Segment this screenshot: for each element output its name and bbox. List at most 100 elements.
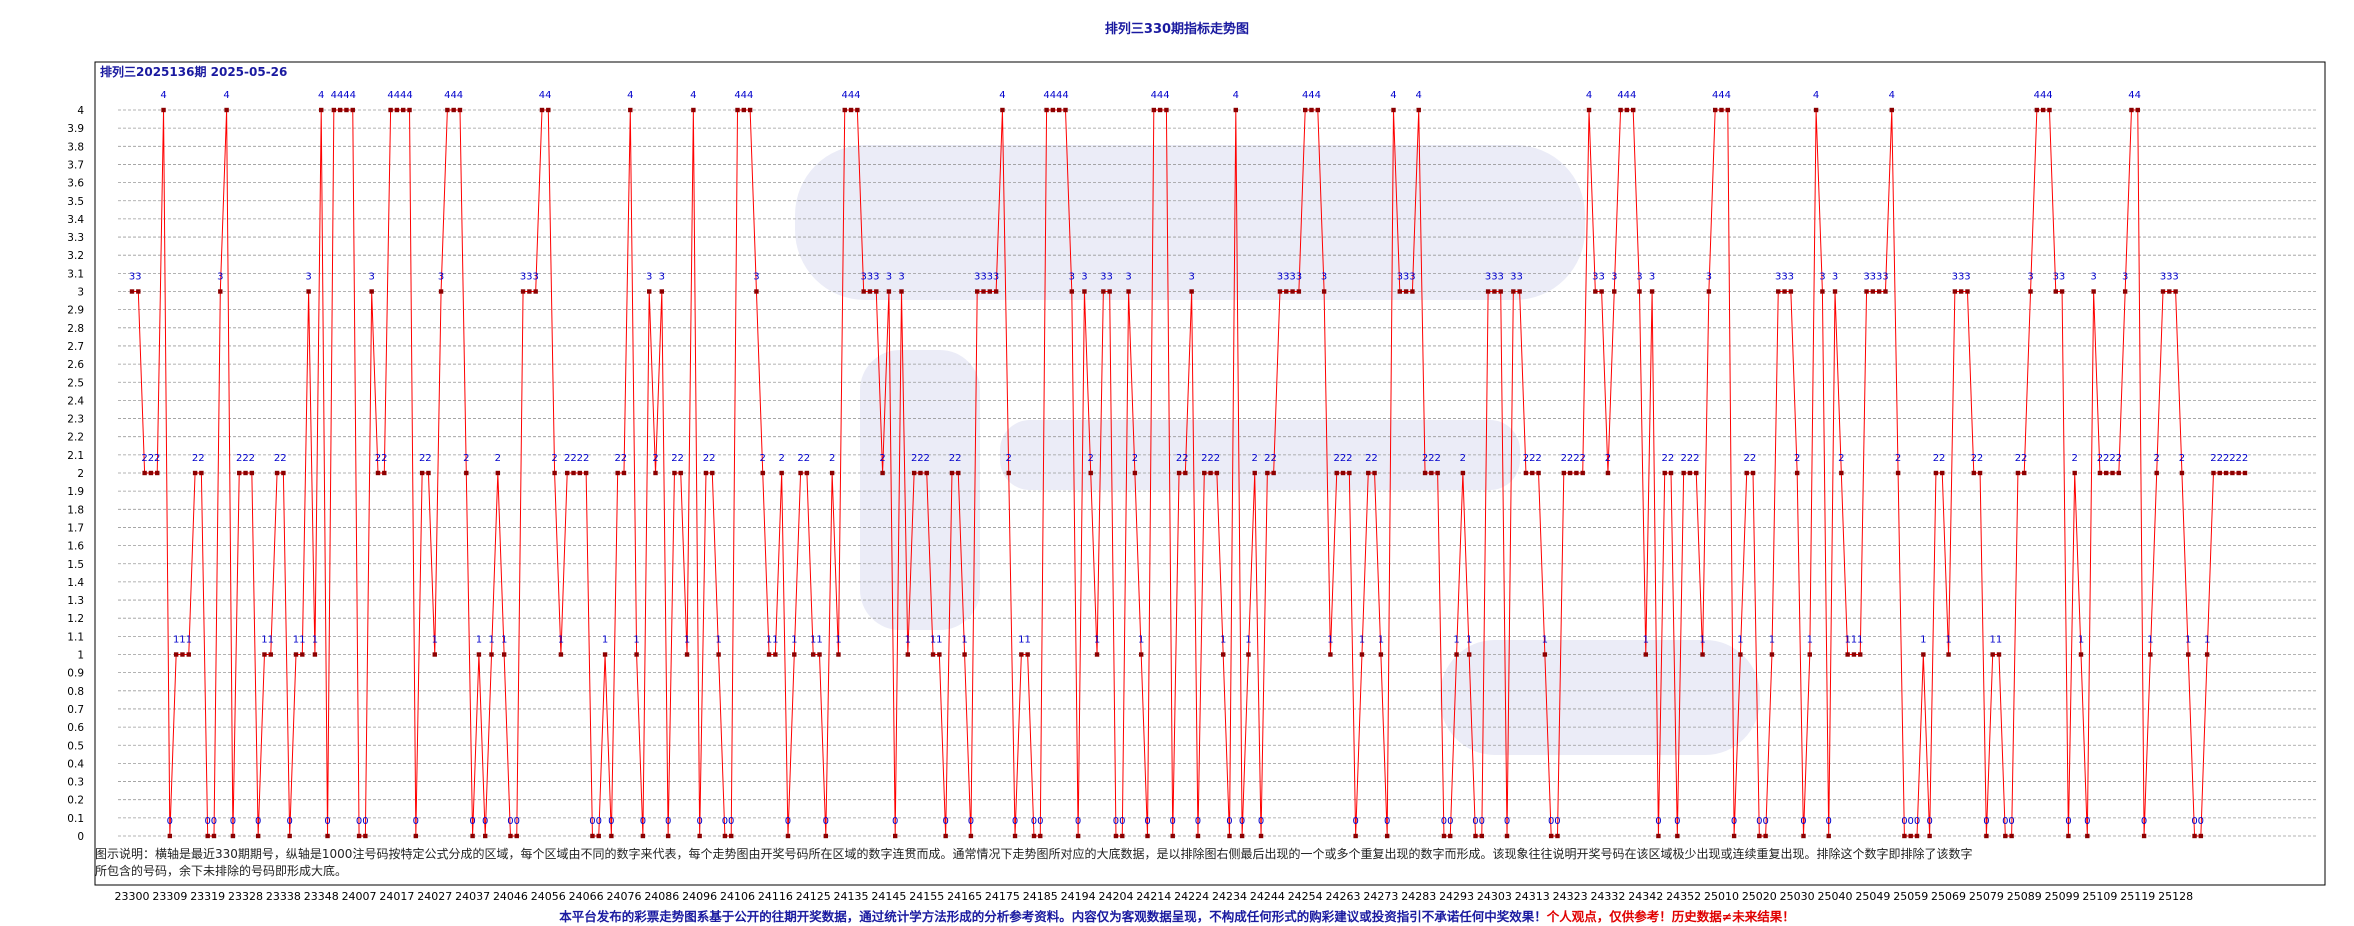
data-label: 2 <box>1270 453 1276 464</box>
y-tick-label: 2.7 <box>67 341 84 353</box>
data-point <box>1530 470 1535 476</box>
data-point <box>640 833 646 839</box>
data-point <box>2129 107 2134 113</box>
data-label: 1 <box>816 635 822 646</box>
data-point <box>407 107 412 113</box>
y-tick-label: 1.7 <box>67 522 84 534</box>
data-label: 2 <box>280 453 286 464</box>
data-point <box>325 833 330 839</box>
disclaimer-blue: 本平台发布的彩票走势图系基于公开的往期开奖数据，通过统计学方法形成的分析参考资料… <box>559 909 1547 924</box>
data-label: 0 <box>1901 816 1907 827</box>
y-tick-label: 2.8 <box>67 323 84 335</box>
y-tick-label: 2.3 <box>67 414 84 426</box>
data-label: 1 <box>293 635 299 646</box>
y-axis: 0 0.1 0.2 0.3 0.4 0.5 0.6 0.7 0.8 0.9 1 1.1 1.2 1.3 1.… <box>67 105 84 843</box>
data-point <box>464 470 469 476</box>
data-label: 0 <box>1037 816 1043 827</box>
data-point <box>1031 833 1037 839</box>
data-point <box>2003 833 2008 839</box>
data-point <box>1019 652 1024 657</box>
data-label: 2 <box>274 453 280 464</box>
data-label: 0 <box>1075 816 1081 827</box>
data-label: 4 <box>545 90 551 101</box>
data-point <box>1561 470 1566 476</box>
data-label: 1 <box>488 635 494 646</box>
data-point <box>1933 470 1939 476</box>
data-label: 0 <box>2002 816 2008 827</box>
data-point <box>1132 470 1138 476</box>
data-point <box>1832 289 1838 294</box>
data-label: 0 <box>167 816 173 827</box>
data-label: 3 <box>1788 272 1794 283</box>
data-label: 1 <box>810 635 816 646</box>
y-tick-label: 0.4 <box>67 758 84 770</box>
data-point <box>596 833 601 839</box>
x-tick-label: 23309 <box>152 890 187 903</box>
data-label: 2 <box>2103 453 2109 464</box>
data-label: 1 <box>1138 635 1144 646</box>
y-tick-label: 1.5 <box>67 559 84 571</box>
y-tick-label: 1.1 <box>67 631 84 643</box>
data-label: 4 <box>1718 90 1724 101</box>
x-tick-label: 24007 <box>342 890 377 903</box>
data-point <box>754 289 759 294</box>
data-point <box>1776 289 1781 294</box>
data-label: 4 <box>1043 90 1049 101</box>
data-point <box>1075 833 1081 839</box>
data-point <box>2116 470 2122 476</box>
data-label: 4 <box>350 90 356 101</box>
data-label: 2 <box>1176 453 1182 464</box>
data-label: 2 <box>2210 453 2216 464</box>
data-label: 3 <box>753 272 759 283</box>
x-tick-label: 24293 <box>1439 890 1474 903</box>
data-label: 3 <box>1592 272 1598 283</box>
data-point <box>287 833 292 839</box>
x-tick-label: 24106 <box>720 890 755 903</box>
y-tick-label: 3.9 <box>67 123 84 135</box>
data-point <box>1876 289 1882 294</box>
data-label: 2 <box>2217 453 2223 464</box>
data-point <box>1321 289 1327 294</box>
data-point <box>1858 652 1863 657</box>
data-label: 4 <box>1630 90 1636 101</box>
data-point <box>609 833 614 839</box>
data-point <box>937 652 942 657</box>
data-label: 1 <box>633 635 639 646</box>
data-label: 1 <box>1466 635 1472 646</box>
data-label: 3 <box>1485 272 1491 283</box>
data-label: 1 <box>1018 635 1024 646</box>
data-label: 0 <box>596 816 602 827</box>
data-label: 4 <box>848 90 854 101</box>
data-point <box>1403 289 1409 294</box>
data-point <box>2179 470 2185 476</box>
data-point <box>2186 652 2191 657</box>
y-tick-label: 2 <box>77 468 84 480</box>
data-point <box>2160 289 2166 294</box>
data-point <box>691 107 696 113</box>
x-tick-label: 24283 <box>1401 890 1436 903</box>
x-tick-label: 24165 <box>947 890 982 903</box>
data-point <box>1038 833 1043 839</box>
data-label: 4 <box>444 90 450 101</box>
data-point <box>1542 652 1548 657</box>
data-point <box>930 652 936 657</box>
data-point <box>533 289 538 294</box>
data-label: 0 <box>1119 816 1125 827</box>
x-tick-label: 24323 <box>1553 890 1588 903</box>
x-tick-label: 24204 <box>1098 890 1133 903</box>
data-label: 3 <box>1964 272 1970 283</box>
data-label: 2 <box>924 453 930 464</box>
data-label: 3 <box>1397 272 1403 283</box>
y-tick-label: 0.9 <box>67 668 84 680</box>
data-point <box>565 470 570 476</box>
data-label: 2 <box>1750 453 1756 464</box>
data-label: 4 <box>331 90 337 101</box>
data-label: 4 <box>1390 90 1396 101</box>
data-label: 0 <box>286 816 292 827</box>
data-label: 3 <box>1649 272 1655 283</box>
data-label: 2 <box>671 453 677 464</box>
data-label: 3 <box>129 272 135 283</box>
data-point <box>1927 833 1932 839</box>
y-tick-label: 0.2 <box>67 795 84 807</box>
x-tick-label: 24125 <box>796 890 831 903</box>
